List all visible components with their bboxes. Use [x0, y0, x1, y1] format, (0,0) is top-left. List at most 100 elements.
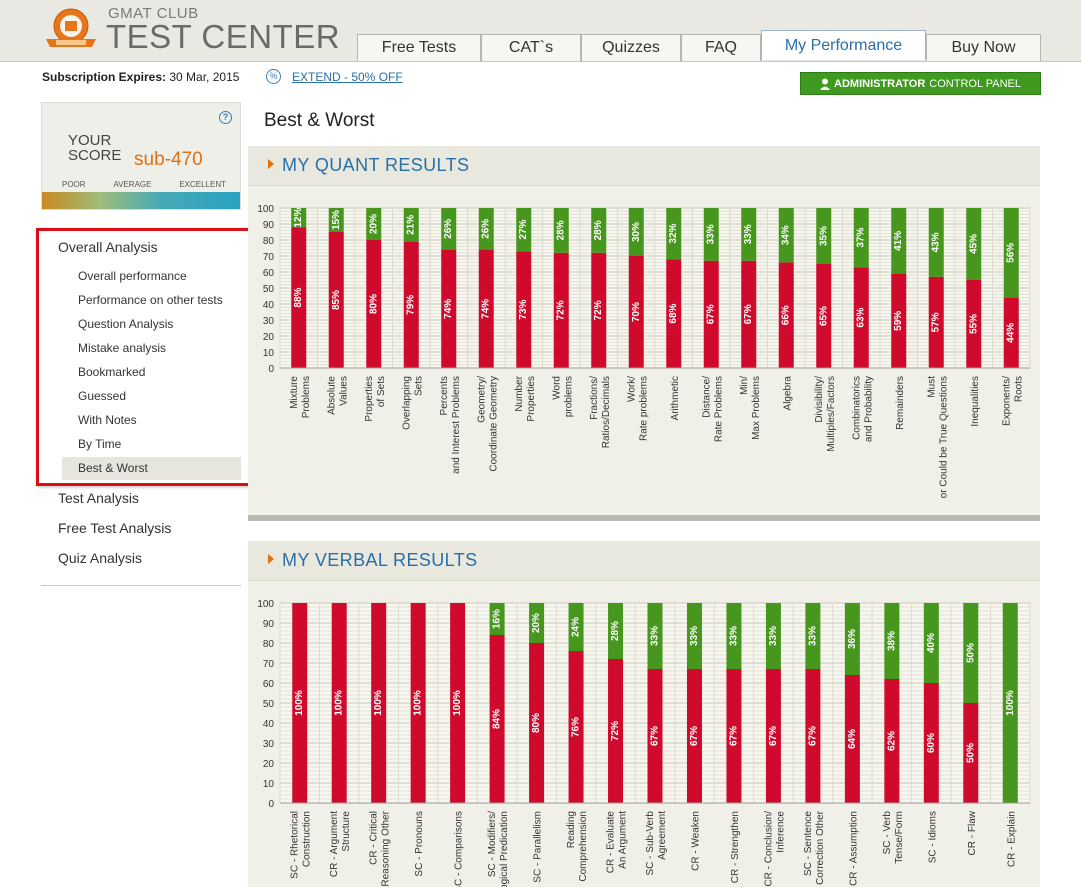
bar-label-incorrect: 67% [650, 726, 661, 746]
bar-incorrect [928, 276, 944, 368]
x-tick-label-line: SC - Verb [882, 811, 893, 855]
bar-label-incorrect: 74% [443, 299, 454, 319]
x-tick-label: Mixture Problems [289, 376, 312, 419]
nav-mistake-analysis[interactable]: Mistake analysis [78, 341, 167, 355]
bar-label-incorrect: 57% [931, 312, 942, 332]
nav-overall-performance[interactable]: Overall performance [78, 269, 187, 283]
bar-correct [816, 208, 832, 264]
bar-correct [778, 208, 794, 263]
help-icon[interactable]: ? [219, 111, 232, 124]
x-tick-label-line: or Could be True Questions [938, 376, 949, 498]
admin-control-panel-button[interactable]: ADMINISTRATOR CONTROL PANEL [800, 72, 1041, 95]
nav-by-time[interactable]: By Time [78, 437, 122, 451]
verbal-panel-title[interactable]: MY VERBAL RESULTS [282, 550, 478, 570]
tab-free-tests[interactable]: Free Tests [357, 34, 481, 61]
x-tick-label-line: SC - Pronouns [414, 811, 425, 877]
bar-correct [844, 603, 860, 675]
bar-incorrect [366, 240, 382, 368]
bar-incorrect [923, 683, 939, 803]
nav-performance-other-tests[interactable]: Performance on other tests [78, 293, 223, 307]
bar-label-incorrect: 67% [768, 726, 779, 746]
x-tick-label-line: Ratios/Decimals [601, 376, 612, 448]
x-tick-label: SC - Parallelism [533, 811, 544, 883]
bar-label-correct: 56% [1006, 243, 1017, 263]
bar-label-incorrect: 100% [334, 690, 345, 716]
bar-correct [478, 208, 494, 250]
x-tick-label: Fractions/Ratios/Decimals [589, 376, 612, 448]
bar-correct [741, 208, 757, 261]
nav-quiz-analysis[interactable]: Quiz Analysis [58, 550, 143, 566]
bar-incorrect [805, 669, 821, 803]
bar-correct [963, 603, 979, 703]
bar-correct [591, 208, 607, 253]
bar-label-correct: 35% [818, 226, 829, 246]
nav-bookmarked[interactable]: Bookmarked [78, 365, 146, 379]
bar-label-incorrect: 100% [294, 690, 305, 716]
x-tick-label: Absolute Values [326, 376, 349, 415]
bar-label-incorrect: 100% [413, 690, 424, 716]
x-tick-label-line: Correction Other [815, 810, 826, 885]
highlight-box [36, 228, 258, 486]
bar-correct [853, 208, 869, 268]
scale-excellent: EXCELLENT [179, 180, 226, 189]
arrow-right-icon[interactable] [268, 159, 274, 169]
y-tick-label: 40 [263, 300, 275, 311]
arrow-right-icon[interactable] [268, 554, 274, 564]
tab-quizzes[interactable]: Quizzes [581, 34, 681, 61]
bar-correct [703, 208, 719, 261]
bar-label-incorrect: 59% [893, 311, 904, 331]
nav-best-worst[interactable]: Best & Worst [78, 461, 148, 475]
tab-faq[interactable]: FAQ [681, 34, 761, 61]
subscription-expiry-date: 30 Mar, 2015 [169, 70, 240, 84]
score-scale-labels: POOR AVERAGE EXCELLENT [42, 180, 240, 189]
score-label-line1: YOUR [68, 132, 112, 149]
bar-label-correct: 45% [968, 234, 979, 254]
bar-label-correct: 21% [406, 215, 417, 235]
bar-label-correct: 20% [368, 214, 379, 234]
bar-label-incorrect: 66% [781, 305, 792, 325]
x-tick-label-line: CR - Explain [1006, 811, 1017, 867]
y-tick-label: 30 [263, 316, 275, 327]
nav-guessed[interactable]: Guessed [78, 389, 127, 403]
bar-label-incorrect: 68% [668, 303, 679, 323]
bar-incorrect [666, 259, 682, 368]
discount-icon[interactable]: % [266, 69, 281, 84]
tab-cats[interactable]: CAT`s [481, 34, 581, 61]
x-tick-label-line: SC - Idioms [927, 811, 938, 863]
bar-label-incorrect: 88% [293, 287, 304, 307]
bar-incorrect [292, 603, 308, 803]
x-tick-label: Properties of Sets [364, 376, 387, 422]
bar-label-incorrect: 62% [886, 731, 897, 751]
x-tick-label-line: Divisibility/ [814, 376, 825, 423]
x-tick-label: Divisibility/Multiples/Factors [814, 376, 837, 452]
tab-buy-now[interactable]: Buy Now [926, 34, 1041, 61]
nav-test-analysis[interactable]: Test Analysis [58, 490, 139, 506]
tab-my-performance[interactable]: My Performance [761, 30, 926, 60]
bar-incorrect [478, 249, 494, 368]
quant-chart: 0 10 20 30 40 50 60 70 80 90 100 88% 12% Mixture Probl… [257, 204, 1031, 498]
verbal-chart: 0 10 20 30 40 50 60 70 80 90 100 100% SC - Rhetorica… [257, 599, 1031, 887]
bar-label-correct: 26% [481, 219, 492, 239]
x-tick-label-line: Reasoning Other [381, 810, 392, 886]
score-scale-bar [42, 192, 240, 209]
quant-panel-title[interactable]: MY QUANT RESULTS [282, 155, 470, 175]
bar-incorrect [726, 669, 742, 803]
score-label: YOUR SCORE [68, 133, 128, 163]
nav-free-test-analysis[interactable]: Free Test Analysis [58, 520, 172, 536]
x-tick-label-line: Fractions/ [589, 376, 600, 420]
nav-overall-analysis[interactable]: Overall Analysis [58, 239, 158, 255]
x-tick-label-line: Absolute [326, 376, 337, 415]
bar-label-correct: 38% [886, 631, 897, 651]
bar-incorrect [765, 669, 781, 803]
bar-label-correct: 24% [571, 617, 582, 637]
bar-correct [765, 603, 781, 669]
x-tick-label-line: problems [563, 376, 574, 417]
extend-subscription-link[interactable]: EXTEND - 50% OFF [292, 70, 403, 84]
x-tick-label-line: CR - Assumption [848, 811, 859, 886]
nav-question-analysis[interactable]: Question Analysis [78, 317, 174, 331]
x-tick-label-line: Inference [775, 811, 786, 853]
bar-incorrect [963, 703, 979, 803]
bar-incorrect [686, 669, 702, 803]
nav-with-notes[interactable]: With Notes [78, 413, 137, 427]
gmat-club-logo-icon[interactable] [42, 5, 100, 55]
